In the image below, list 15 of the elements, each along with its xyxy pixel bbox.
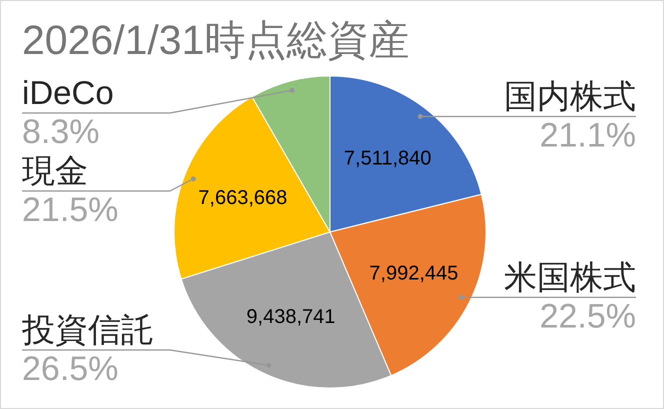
category-label: 国内株式	[504, 77, 636, 114]
percent-label: 21.1%	[540, 116, 636, 154]
category-label: iDeCo	[22, 74, 114, 111]
category-label: 米国株式	[504, 258, 636, 296]
value-label: 7,992,445	[369, 262, 458, 285]
category-label: 現金	[22, 152, 88, 189]
value-label: 7,511,840	[344, 147, 432, 170]
title: 2026/1/31時点総資産	[22, 17, 410, 63]
percent-label: 22.5%	[540, 297, 636, 336]
percent-label: 8.3%	[22, 113, 100, 151]
percent-label: 26.5%	[22, 350, 118, 388]
category-label: 投資信託	[22, 311, 154, 348]
value-label: 7,663,668	[198, 187, 288, 210]
percent-label: 21.5%	[22, 191, 118, 229]
value-label: 9,438,741	[246, 306, 336, 328]
